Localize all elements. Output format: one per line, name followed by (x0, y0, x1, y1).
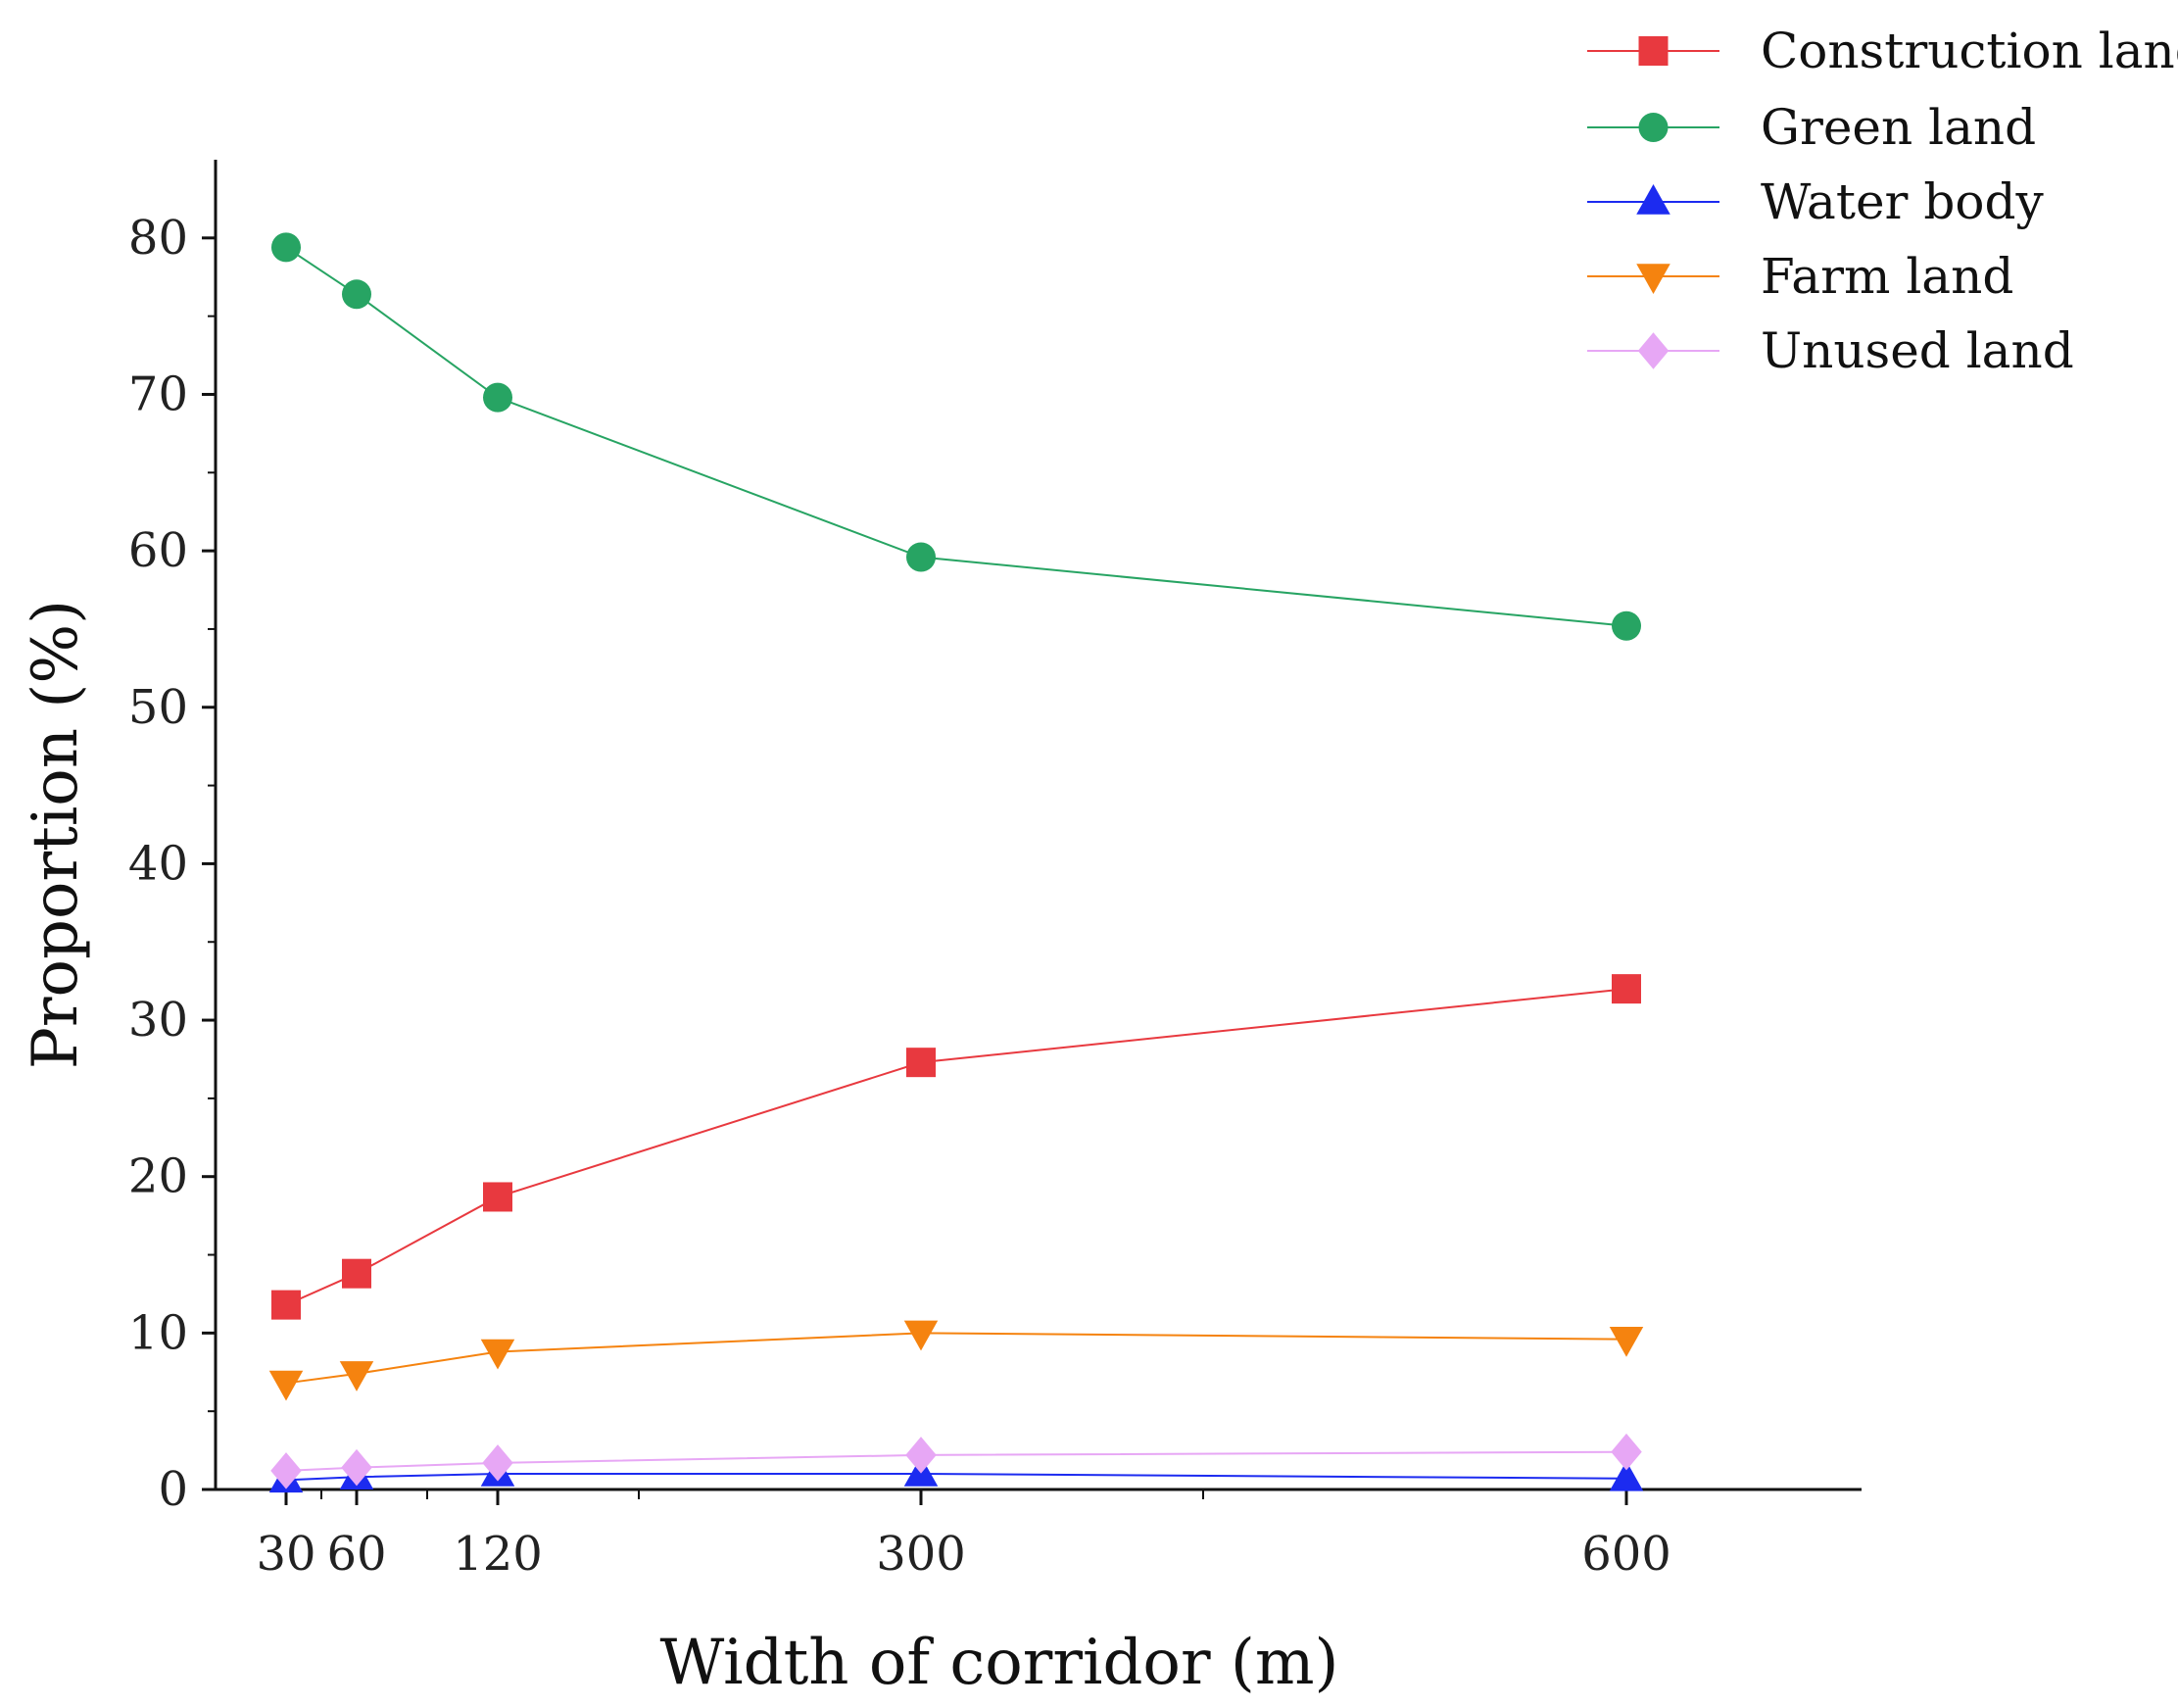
y-tick-label: 40 (128, 836, 188, 891)
data-point (268, 1370, 304, 1401)
series-line (285, 246, 1627, 627)
legend-marker (1636, 184, 1670, 215)
data-point (1609, 1460, 1644, 1491)
legend-item: Green land (1587, 99, 2036, 156)
x-tick-label: 60 (326, 1527, 386, 1582)
legend: Construction land Green land Water body Far… (1587, 23, 2178, 379)
y-tick-label: 50 (128, 680, 188, 735)
y-tick-label: 80 (128, 211, 188, 266)
legend-marker (1638, 36, 1669, 66)
legend-item: Unused land (1587, 322, 2074, 379)
series-unused-land (270, 1433, 1642, 1489)
data-point (905, 1437, 937, 1474)
x-axis-title: Width of corridor (m) (659, 1627, 1338, 1699)
y-tick-label: 20 (128, 1149, 188, 1204)
legend-label: Water body (1761, 173, 2044, 230)
legend-label: Farm land (1761, 248, 2013, 305)
data-point (342, 279, 371, 310)
series-farm-land (268, 1320, 1644, 1401)
data-point (480, 1339, 515, 1370)
data-point (342, 1258, 371, 1289)
data-point (1609, 1326, 1644, 1357)
series-layer (268, 232, 1644, 1493)
series-water-body (268, 1456, 1644, 1493)
data-point (483, 1182, 512, 1212)
data-point (1612, 974, 1641, 1004)
data-point (341, 1448, 372, 1487)
data-point (906, 542, 936, 572)
legend-marker (1636, 264, 1670, 294)
data-point (1611, 1433, 1642, 1471)
data-point (271, 232, 301, 263)
y-axis-title: Proportion (%) (20, 600, 92, 1069)
legend-marker (1637, 332, 1670, 369)
x-tick-label: 120 (453, 1527, 543, 1582)
x-tick-label: 30 (256, 1527, 315, 1582)
data-point (270, 1452, 302, 1489)
y-tick-label: 0 (158, 1462, 188, 1517)
legend-label: Unused land (1761, 322, 2074, 379)
data-point (903, 1320, 939, 1351)
data-point (906, 1048, 936, 1078)
legend-marker (1638, 113, 1669, 142)
series-green-land (271, 232, 1641, 641)
series-construction-land (271, 974, 1641, 1320)
y-tick-label: 10 (128, 1305, 188, 1360)
data-point (483, 382, 512, 413)
x-tick-label: 300 (876, 1527, 966, 1582)
data-point (482, 1444, 513, 1482)
legend-label: Green land (1761, 99, 2036, 156)
series-line (285, 988, 1627, 1306)
data-point (271, 1290, 301, 1320)
legend-item: Construction land (1587, 23, 2178, 79)
y-tick-label: 70 (128, 366, 188, 421)
legend-label: Construction land (1761, 23, 2178, 79)
y-tick-label: 60 (128, 523, 188, 578)
legend-item: Farm land (1587, 248, 2013, 305)
x-tick-label: 600 (1581, 1527, 1671, 1582)
y-tick-label: 30 (128, 993, 188, 1048)
data-point (1612, 610, 1641, 641)
legend-item: Water body (1587, 173, 2044, 230)
data-point (339, 1361, 374, 1391)
